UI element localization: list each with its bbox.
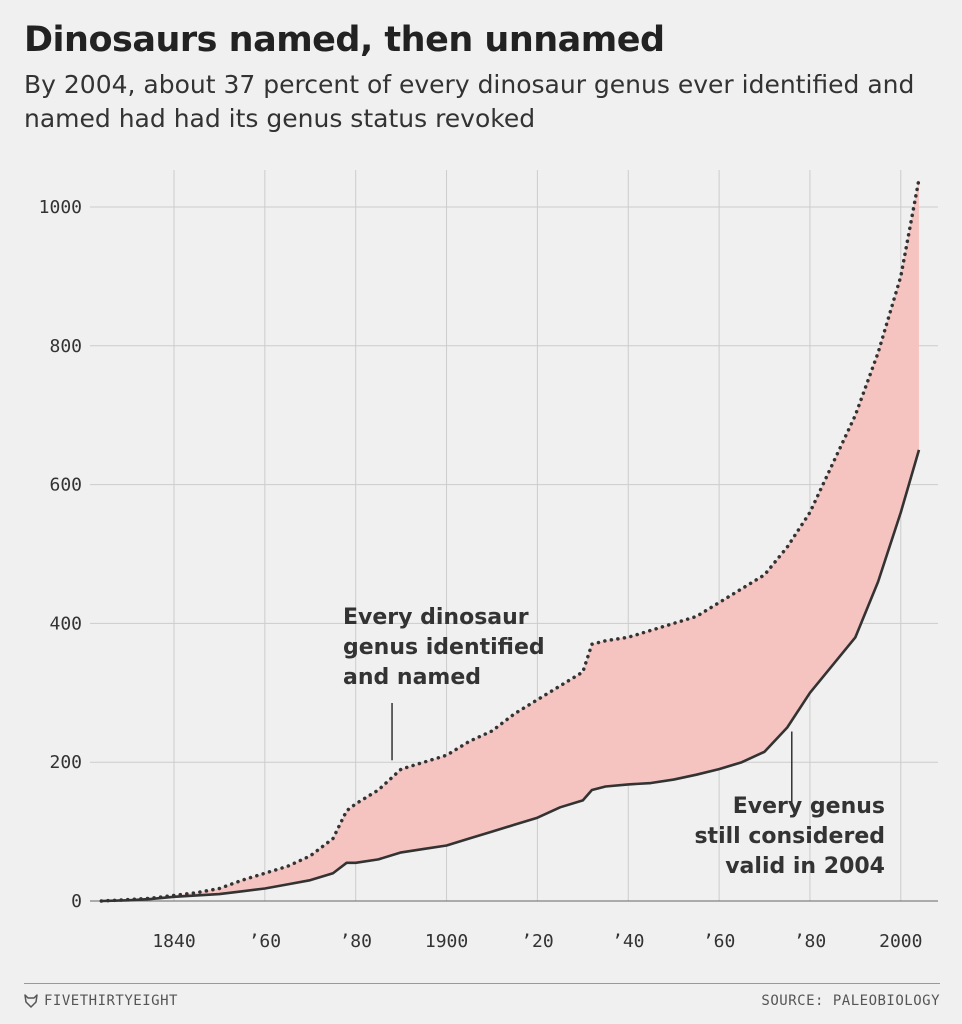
y-tick-label: 0 [71,891,82,912]
y-tick-label: 600 [49,475,82,496]
source-note: SOURCE: PALEOBIOLOGY [761,993,940,1009]
series-line-named [99,177,921,903]
y-tick-label: 1000 [39,197,82,218]
annotation-label: still considered [694,824,885,849]
revoked-area [101,179,919,902]
y-tick-label: 200 [49,752,82,773]
annotation-label: valid in 2004 [725,854,885,879]
x-tick-label: ’80 [794,931,827,952]
series-line-valid [101,449,921,903]
annotation-label: Every genus [733,794,885,819]
brand-name: FIVETHIRTYEIGHT [44,993,178,1009]
chart: 1840 ’60 ’80 1900 ’20 ’40 ’60 ’80 2000 0 200 400 600… [39,170,938,952]
x-tick-label: 1840 [152,931,195,952]
annotation-label: Every dinosaur [343,605,529,630]
footer-divider [24,983,940,984]
y-tick-label: 400 [49,613,82,634]
x-tick-label: ’40 [612,931,645,952]
x-tick-label: ’80 [339,931,372,952]
x-tick-label: ’60 [249,931,282,952]
chart-title: Dinosaurs named, then unnamed [24,20,665,60]
y-tick-label: 800 [49,336,82,357]
x-tick-label: 1900 [425,931,468,952]
x-tick-label: ’20 [521,931,554,952]
x-tick-label: 2000 [879,931,922,952]
brand: FIVETHIRTYEIGHT [24,993,178,1009]
annotation-label: genus identified [343,635,545,660]
x-tick-label: ’60 [703,931,736,952]
annotation-label: and named [343,665,481,690]
chart-subtitle: By 2004, about 37 percent of every dinos… [24,70,915,133]
fox-logo-icon [24,994,38,1008]
